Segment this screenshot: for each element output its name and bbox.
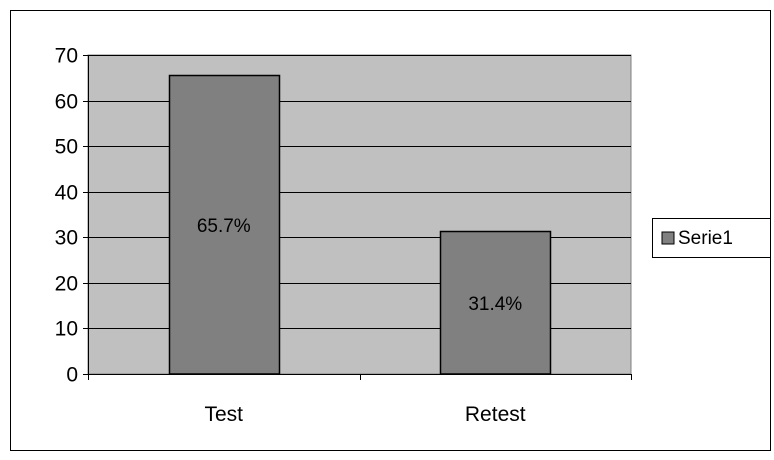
y-tick-label: 40 — [55, 182, 78, 205]
y-tick-label: 60 — [55, 91, 78, 114]
bar-retest — [439, 230, 552, 375]
data-labels: 65.7% 31.4% — [197, 216, 522, 315]
data-label-retest: 31.4% — [468, 294, 522, 315]
y-tick-label: 70 — [55, 45, 78, 68]
x-axis-tick-labels: Test Retest — [204, 403, 525, 426]
y-tick-label: 10 — [55, 318, 78, 341]
y-tick-label: 20 — [55, 273, 78, 296]
x-tick-label-test: Test — [204, 403, 243, 426]
y-tick-label: 0 — [66, 364, 78, 387]
bars — [168, 74, 552, 375]
y-axis-tick-labels: 0 10 20 30 40 50 60 70 — [55, 45, 78, 387]
axes — [83, 55, 632, 380]
x-tick-label-retest: Retest — [465, 403, 526, 426]
data-label-test: 65.7% — [197, 216, 251, 237]
legend-swatch-serie1 — [661, 231, 675, 245]
legend: Serie1 — [652, 218, 771, 258]
legend-label-serie1: Serie1 — [678, 228, 733, 249]
y-tick-label: 50 — [55, 136, 78, 159]
y-tick-label: 30 — [55, 227, 78, 250]
bar-test — [168, 74, 281, 375]
